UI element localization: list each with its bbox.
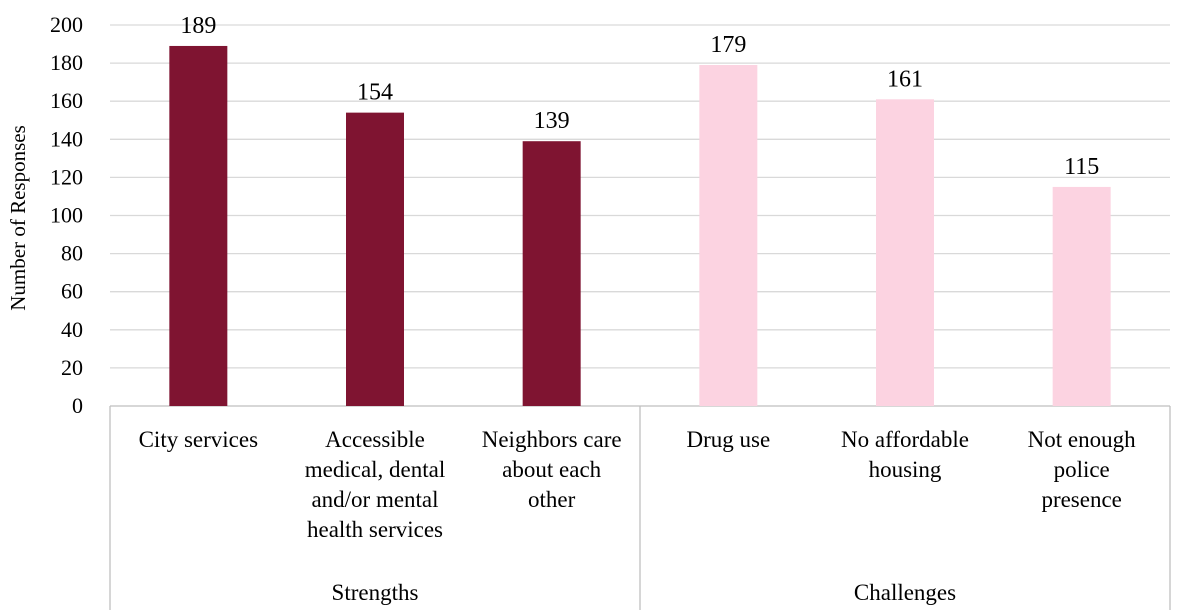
data-label: 179 xyxy=(710,32,746,58)
bars xyxy=(169,45,1111,407)
bar xyxy=(1052,186,1111,406)
category-label: Accessible medical, dental and/or mental he… xyxy=(305,427,446,542)
category-label: City services xyxy=(139,427,258,452)
y-tick-label: 180 xyxy=(50,50,83,75)
y-tick-label: 120 xyxy=(50,164,83,189)
category-label: Neighbors care about each other xyxy=(482,427,622,512)
group-labels: Strengths Challenges xyxy=(332,580,957,605)
y-tick-label: 140 xyxy=(50,126,83,151)
y-tick-label: 160 xyxy=(50,88,83,113)
category-label: Not enough police presence xyxy=(1028,427,1136,512)
data-labels: 189 154 139 179 161 115 xyxy=(180,13,1099,180)
y-tick-label: 20 xyxy=(61,355,83,380)
data-label: 161 xyxy=(887,66,923,92)
category-label: No affordable housing xyxy=(841,427,969,482)
group-label: Challenges xyxy=(854,580,956,605)
gridlines xyxy=(110,24,1170,369)
data-label: 154 xyxy=(357,80,393,106)
axes: 0 20 40 60 80 100 120 140 160 180 200 xyxy=(50,12,1171,610)
y-tick-label: 100 xyxy=(50,203,83,228)
bar xyxy=(522,141,581,406)
data-label: 115 xyxy=(1064,154,1099,180)
data-label: 189 xyxy=(180,13,216,39)
category-labels: City services Accessible medical, dental an… xyxy=(139,427,1137,542)
bar xyxy=(346,112,404,406)
bar xyxy=(699,65,758,406)
y-axis-title: Number of Responses xyxy=(6,125,30,310)
category-label: Drug use xyxy=(686,427,770,452)
group-label: Strengths xyxy=(332,580,419,605)
data-label: 139 xyxy=(534,108,570,134)
y-tick-label: 200 xyxy=(50,12,83,37)
y-tick-label: 80 xyxy=(61,241,83,266)
bar xyxy=(876,99,934,407)
y-tick-label: 40 xyxy=(61,317,83,342)
y-tick-label: 0 xyxy=(72,393,83,418)
y-tick-label: 60 xyxy=(61,279,83,304)
bar xyxy=(169,45,228,406)
